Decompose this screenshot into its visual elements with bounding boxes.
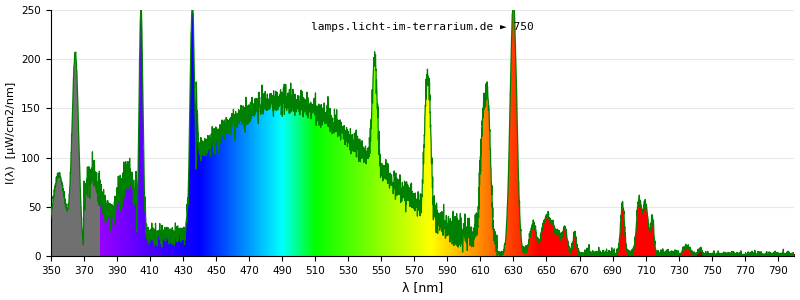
Y-axis label: I(λ)  [μW/cm2/nm]: I(λ) [μW/cm2/nm] <box>6 82 15 184</box>
X-axis label: λ [nm]: λ [nm] <box>402 281 443 294</box>
Text: lamps.licht-im-terrarium.de ► 750: lamps.licht-im-terrarium.de ► 750 <box>311 22 534 32</box>
